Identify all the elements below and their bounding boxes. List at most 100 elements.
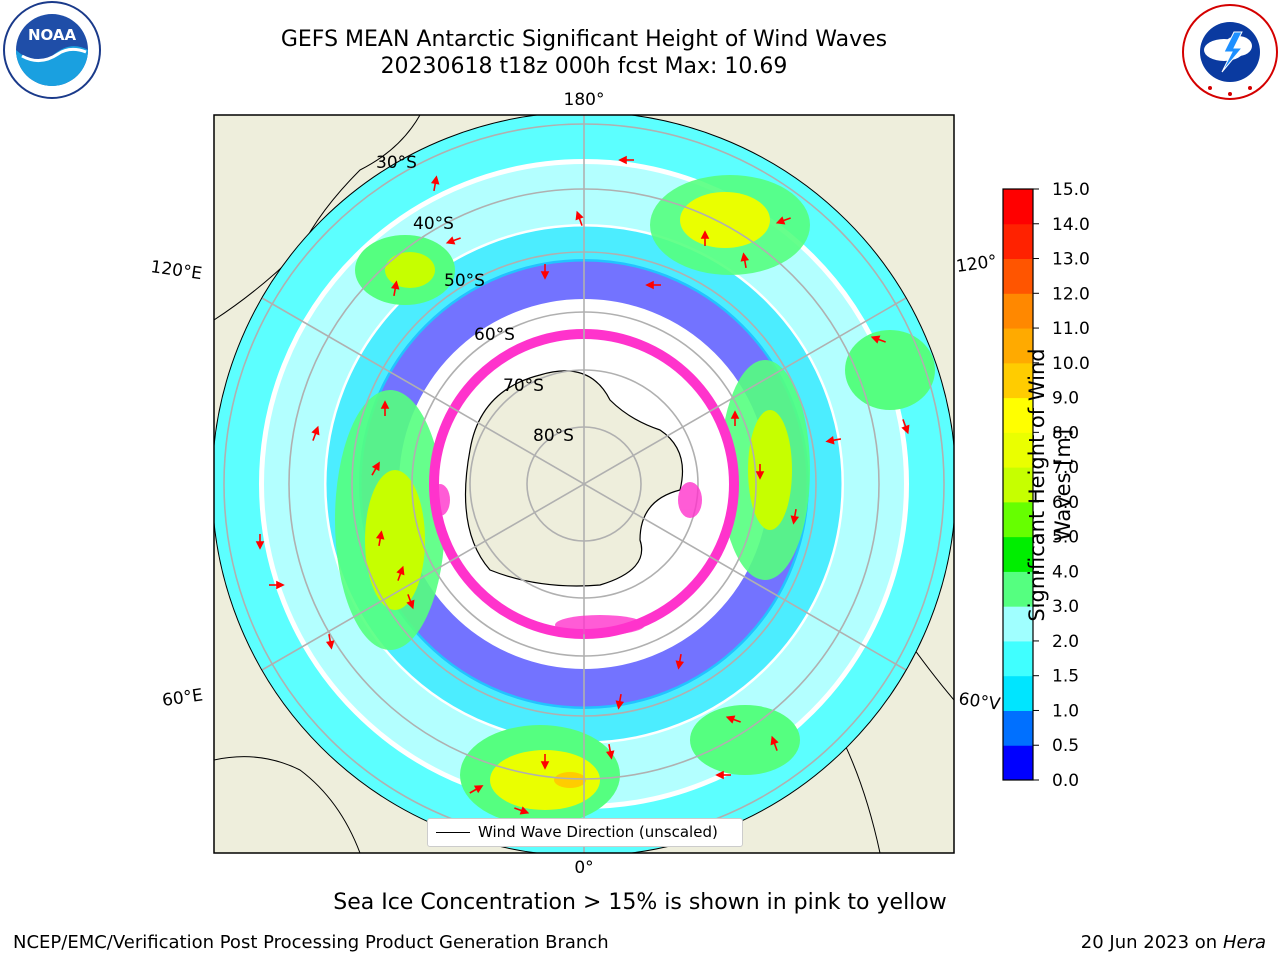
legend-label: Wind Wave Direction (unscaled)	[478, 823, 718, 841]
colorbar-segment	[1003, 189, 1033, 225]
wave-core-east	[748, 410, 792, 530]
colorbar-tick-label: 10.0	[1052, 354, 1090, 374]
lon-label-180: 180°	[564, 90, 605, 110]
wave-arrow	[540, 264, 550, 280]
australia-land	[214, 115, 421, 321]
wave-arrow	[615, 693, 625, 710]
colorbar-label-line1: Significant Height of Wind	[1025, 348, 1049, 622]
wave-arrow	[715, 770, 731, 780]
colorbar-ticks: 0.0 0.5 1.0 1.5 2.0 3.0 4.0 5.0 6.0 7.0 8.0 9.0 10.0…	[1033, 180, 1090, 791]
wave-arrow	[645, 280, 661, 290]
wave-arrow	[725, 715, 741, 724]
wave-arrow	[770, 735, 779, 751]
wave-core-pacific	[680, 192, 770, 248]
wave-arrow	[269, 580, 285, 590]
lat-label-60s: 60°S	[474, 325, 515, 345]
host-name: Hera	[1222, 932, 1266, 953]
wave-arrow	[740, 252, 750, 269]
colorbar-segment	[1003, 258, 1033, 294]
colorbar-segment	[1003, 362, 1033, 399]
colorbar-segment	[1003, 397, 1033, 433]
colorbar-tick-label: 15.0	[1052, 180, 1090, 200]
lon-label-60e: 60°E	[161, 685, 204, 710]
colorbar-tick-label: 1.5	[1052, 667, 1079, 687]
chart-title: GEFS MEAN Antarctic Significant Height o…	[280, 27, 888, 52]
colorbar-tick-label: 5.0	[1052, 528, 1079, 548]
wave-arrow	[430, 175, 440, 192]
colorbar: 0.0 0.5 1.0 1.5 2.0 3.0 4.0 5.0 6.0 7.0 8.0 9.0 10.0…	[1002, 180, 1090, 791]
wave-arrow	[311, 425, 320, 441]
wave-core-west	[365, 470, 425, 610]
colorbar-tick-label: 6.0	[1052, 493, 1079, 513]
colorbar-segment	[1003, 467, 1033, 503]
sea-ice-patches	[430, 482, 702, 635]
lat-label-70s: 70°S	[503, 376, 544, 396]
wave-arrow	[469, 785, 484, 794]
colorbar-segment	[1003, 606, 1033, 642]
nws-logo	[1182, 4, 1278, 100]
wave-arrow	[605, 743, 615, 760]
colorbar-tick-label: 8.0	[1052, 423, 1079, 443]
colorbar-segment	[1003, 293, 1033, 329]
wave-core-southaus	[385, 252, 435, 288]
map-frame	[213, 114, 955, 854]
lon-label-120e: 120°E	[149, 257, 203, 284]
credit-text: NCEP/EMC/Verification Post Processing Pr…	[13, 932, 609, 953]
lat-label-40s: 40°S	[413, 214, 454, 234]
colorbar-tick-label: 9.0	[1052, 389, 1079, 409]
wave-arrow	[406, 594, 415, 610]
colorbar-segment	[1003, 745, 1033, 781]
colorbar-label-line2: Waves [m]	[1051, 428, 1075, 542]
colorbar-tick-label: 3.0	[1052, 597, 1079, 617]
sea-ice-caption: Sea Ice Concentration > 15% is shown in …	[333, 890, 947, 915]
colorbar-segment	[1003, 571, 1033, 607]
wave-core-atlantic	[490, 750, 600, 810]
colorbar-tick-label: 4.0	[1052, 562, 1079, 582]
wave-area-farpac	[845, 330, 935, 410]
wave-arrows	[255, 155, 910, 815]
wave-arrow	[700, 230, 710, 246]
wave-arrow	[901, 419, 910, 435]
colorbar-tick-label: 1.0	[1052, 701, 1079, 721]
wave-arrow	[775, 216, 791, 225]
colorbar-segment	[1003, 536, 1033, 572]
wave-arrow	[396, 565, 405, 581]
colorbar-segment	[1003, 710, 1033, 746]
wave-arrow	[790, 508, 800, 525]
noaa-logo-text: NOAA	[28, 26, 77, 44]
wave-arrow	[445, 236, 461, 245]
wave-arrow	[380, 400, 390, 416]
africa-land	[214, 756, 361, 853]
colorbar-segment	[1003, 223, 1033, 260]
wave-arrow	[575, 210, 584, 226]
wave-arrow	[325, 633, 335, 650]
noaa-logo: NOAA	[3, 1, 101, 99]
wave-arrow	[540, 754, 550, 770]
wave-arrow	[675, 653, 685, 670]
wave-arrow	[730, 410, 740, 426]
lat-label-30s: 30°S	[376, 153, 417, 173]
colorbar-segment	[1003, 640, 1033, 677]
wave-arrow	[825, 435, 842, 445]
wave-arrow	[371, 461, 380, 476]
colorbar-segments	[1003, 189, 1033, 781]
wave-arrow	[755, 464, 765, 480]
date-text: 20 Jun 2023 on	[1080, 932, 1218, 953]
legend-line-swatch	[436, 832, 470, 833]
colorbar-segment	[1003, 501, 1033, 538]
colorbar-tick-label: 12.0	[1052, 284, 1090, 304]
colorbar-tick-label: 0.5	[1052, 736, 1079, 756]
wave-max-atlantic	[554, 772, 586, 788]
colorbar-segment	[1003, 432, 1033, 468]
lat-label-80s: 80°S	[533, 426, 574, 446]
lon-label-0: 0°	[574, 858, 593, 878]
wave-arrow	[375, 530, 385, 547]
wave-arrow	[870, 335, 886, 344]
colorbar-tick-label: 14.0	[1052, 215, 1090, 235]
wave-arrow	[514, 806, 530, 815]
wave-arrow	[390, 280, 400, 297]
colorbar-outline	[1002, 188, 1034, 781]
colorbar-tick-label: 11.0	[1052, 319, 1090, 339]
wave-arrow	[255, 534, 265, 550]
